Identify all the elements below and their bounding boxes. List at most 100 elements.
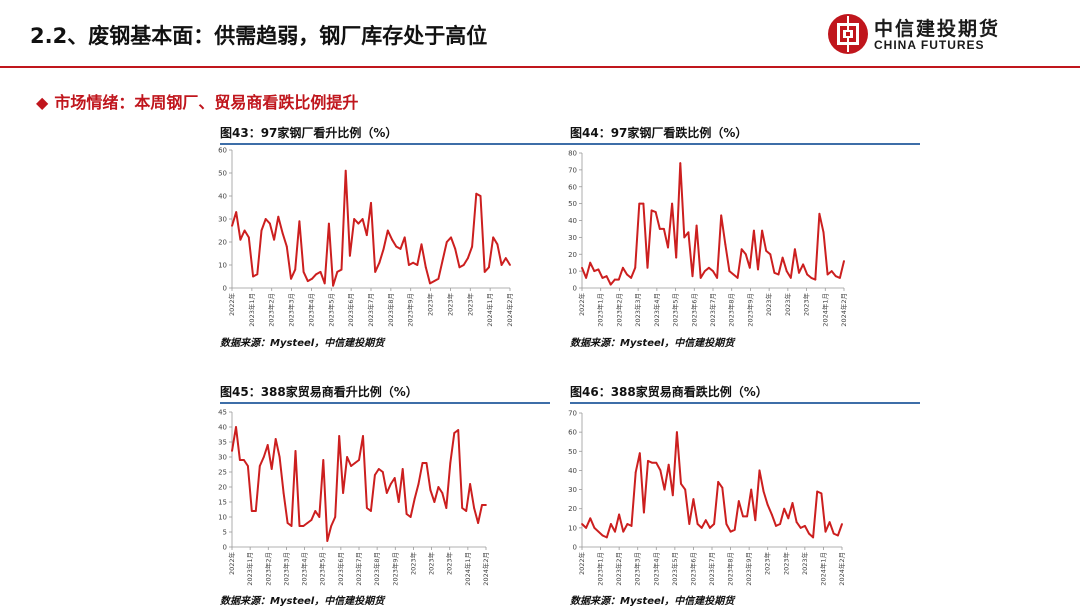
x-tick-label: 2023年4月 [300,552,309,586]
data-point [585,526,588,529]
data-point [601,534,604,537]
data-point [412,261,415,264]
data-point [659,469,662,472]
data-point [798,271,800,274]
y-tick-label: 45 [218,409,227,417]
x-tick-label: 2023年 [408,552,417,576]
data-point [377,468,380,470]
data-point [613,278,616,281]
data-point [457,429,460,431]
chart-title-45: 图45：388家贸易商看升比例（%） [220,385,418,399]
data-point [671,202,673,205]
data-point [354,462,356,464]
chart-rule-46 [570,402,920,404]
x-tick-label: 2023年 [783,293,792,317]
x-tick-label: 2023年 [445,552,454,576]
data-point [581,266,583,269]
data-point [605,275,608,278]
x-tick-label: 2023年 [445,293,454,317]
data-point [732,273,735,276]
data-point [667,246,669,249]
chart-source-44: 数据来源：Mysteel，中信建投期货 [570,338,735,349]
y-tick-label: 70 [568,410,577,418]
data-point [408,264,410,266]
data-point [696,523,699,525]
data-point [386,229,389,232]
x-tick-label: 2023年9月 [406,293,415,327]
data-point [330,525,333,527]
x-tick-label: 2024年1月 [463,552,472,586]
data-point [832,532,835,535]
data-point [362,435,364,437]
data-point [830,270,833,273]
data-point [393,477,396,479]
data-point [601,276,604,279]
data-point [441,492,444,494]
data-point [318,516,321,518]
data-point [597,268,600,271]
y-tick-label: 80 [568,150,577,158]
data-point [692,498,695,501]
data-point [843,260,845,262]
data-point [315,273,318,276]
data-point [342,492,345,494]
x-tick-label: 2023年8月 [726,552,735,586]
x-tick-label: 2023年6月 [346,293,355,327]
data-point [273,238,276,241]
data-point [262,456,265,458]
x-tick-label: 2023年5月 [318,552,327,586]
data-point [239,238,242,241]
data-point [323,282,326,285]
data-point [684,488,687,491]
x-tick-label: 2023年7月 [707,552,716,586]
x-tick-label: 2023年9月 [390,552,399,586]
data-point [353,218,356,220]
data-point [424,266,427,269]
data-point [449,462,452,464]
data-point [618,513,621,516]
data-point [370,202,372,204]
x-tick-label: 2024年2月 [839,293,848,327]
x-tick-label: 2024年1月 [485,293,494,327]
x-tick-label: 2023年 [465,293,474,317]
data-point [389,483,392,485]
x-tick-label: 2022年 [577,293,586,317]
data-point [235,211,238,213]
data-point [433,501,436,503]
data-point [264,218,267,220]
x-tick-label: 2022年 [227,552,236,576]
data-point [638,452,641,455]
logo: 中信建投期货 CHINA FUTURES [826,12,1066,56]
y-tick-label: 30 [218,454,227,462]
data-point [332,284,334,287]
data-point [469,483,472,485]
y-tick-label: 10 [568,268,577,276]
data-point [231,450,233,452]
data-point [820,492,823,495]
data-point [634,266,637,269]
y-tick-label: 60 [218,147,227,155]
page-title: 2.2、废钢基本面：供需趋弱，钢厂库存处于高位 [30,24,488,48]
y-tick-label: 15 [218,499,227,507]
data-point [334,516,337,518]
y-tick-label: 40 [568,467,577,475]
y-tick-label: 50 [218,170,227,178]
data-point [667,463,670,466]
data-point [663,488,666,491]
data-point [728,270,731,273]
data-point [822,231,825,234]
data-point [787,517,790,520]
data-point [483,271,486,273]
data-point [270,468,273,470]
logo-emblem-icon [828,14,868,54]
data-point [589,261,592,264]
data-point [290,525,293,527]
x-tick-label: 2023年 [427,552,436,576]
data-point [789,276,792,279]
y-tick-label: 0 [573,285,577,293]
data-point [816,490,819,493]
data-point [445,507,448,509]
data-point [779,523,781,525]
data-point [425,462,428,464]
data-point [753,229,755,232]
